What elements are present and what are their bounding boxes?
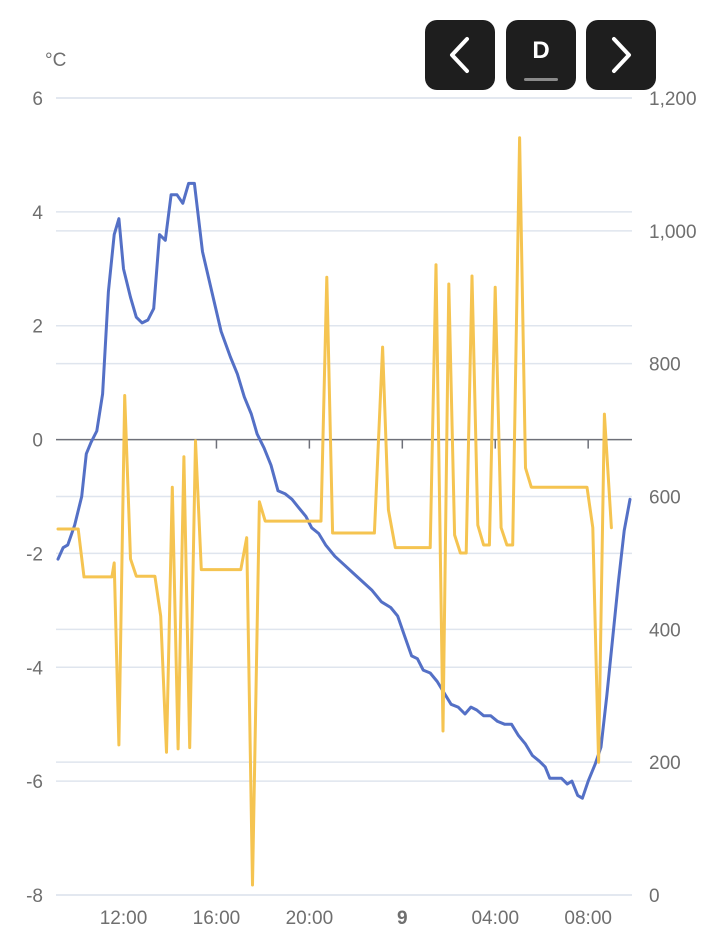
x-tick-label: 12:00 <box>100 908 148 929</box>
left-tick-label: -4 <box>26 658 43 679</box>
left-axis-ticks: 6 4 2 0 -2 -4 -6 -8 <box>26 89 43 907</box>
left-tick-label: -6 <box>26 772 43 793</box>
mode-underline <box>524 78 558 81</box>
x-tick-label: 04:00 <box>471 908 519 929</box>
x-tick-label: 20:00 <box>286 908 334 929</box>
chevron-left-icon <box>450 37 469 73</box>
left-tick-label: 0 <box>32 431 43 452</box>
right-axis-ticks: 1,200 1,000 800 600 400 200 0 <box>649 89 697 907</box>
left-tick-label: -2 <box>26 544 43 565</box>
right-tick-label: 800 <box>649 355 681 376</box>
next-period-button[interactable] <box>586 20 656 90</box>
x-axis-ticks: 12:00 16:00 20:00 9 04:00 08:00 <box>100 908 612 929</box>
chevron-right-icon <box>612 37 631 73</box>
period-mode-label: D <box>532 37 550 64</box>
energy-series-line <box>56 136 613 887</box>
temperature-series-line <box>56 181 632 800</box>
period-mode-button[interactable]: D <box>506 20 576 90</box>
right-tick-label: 1,200 <box>649 89 697 110</box>
grid-lines <box>56 97 632 896</box>
left-tick-label: 6 <box>32 89 43 110</box>
left-tick-label: -8 <box>26 886 43 907</box>
left-tick-label: 2 <box>32 317 43 338</box>
x-tick-label: 16:00 <box>193 908 241 929</box>
x-tick-label: 9 <box>397 908 408 929</box>
series-group <box>56 136 632 887</box>
zero-line <box>56 438 632 449</box>
right-tick-label: 200 <box>649 753 681 774</box>
right-tick-label: 1,000 <box>649 222 697 243</box>
right-tick-label: 600 <box>649 488 681 509</box>
previous-period-button[interactable] <box>425 20 495 90</box>
right-tick-label: 0 <box>649 886 660 907</box>
left-tick-label: 4 <box>32 203 43 224</box>
left-axis-unit: °C <box>45 50 66 71</box>
x-tick-label: 08:00 <box>564 908 612 929</box>
right-tick-label: 400 <box>649 620 681 641</box>
